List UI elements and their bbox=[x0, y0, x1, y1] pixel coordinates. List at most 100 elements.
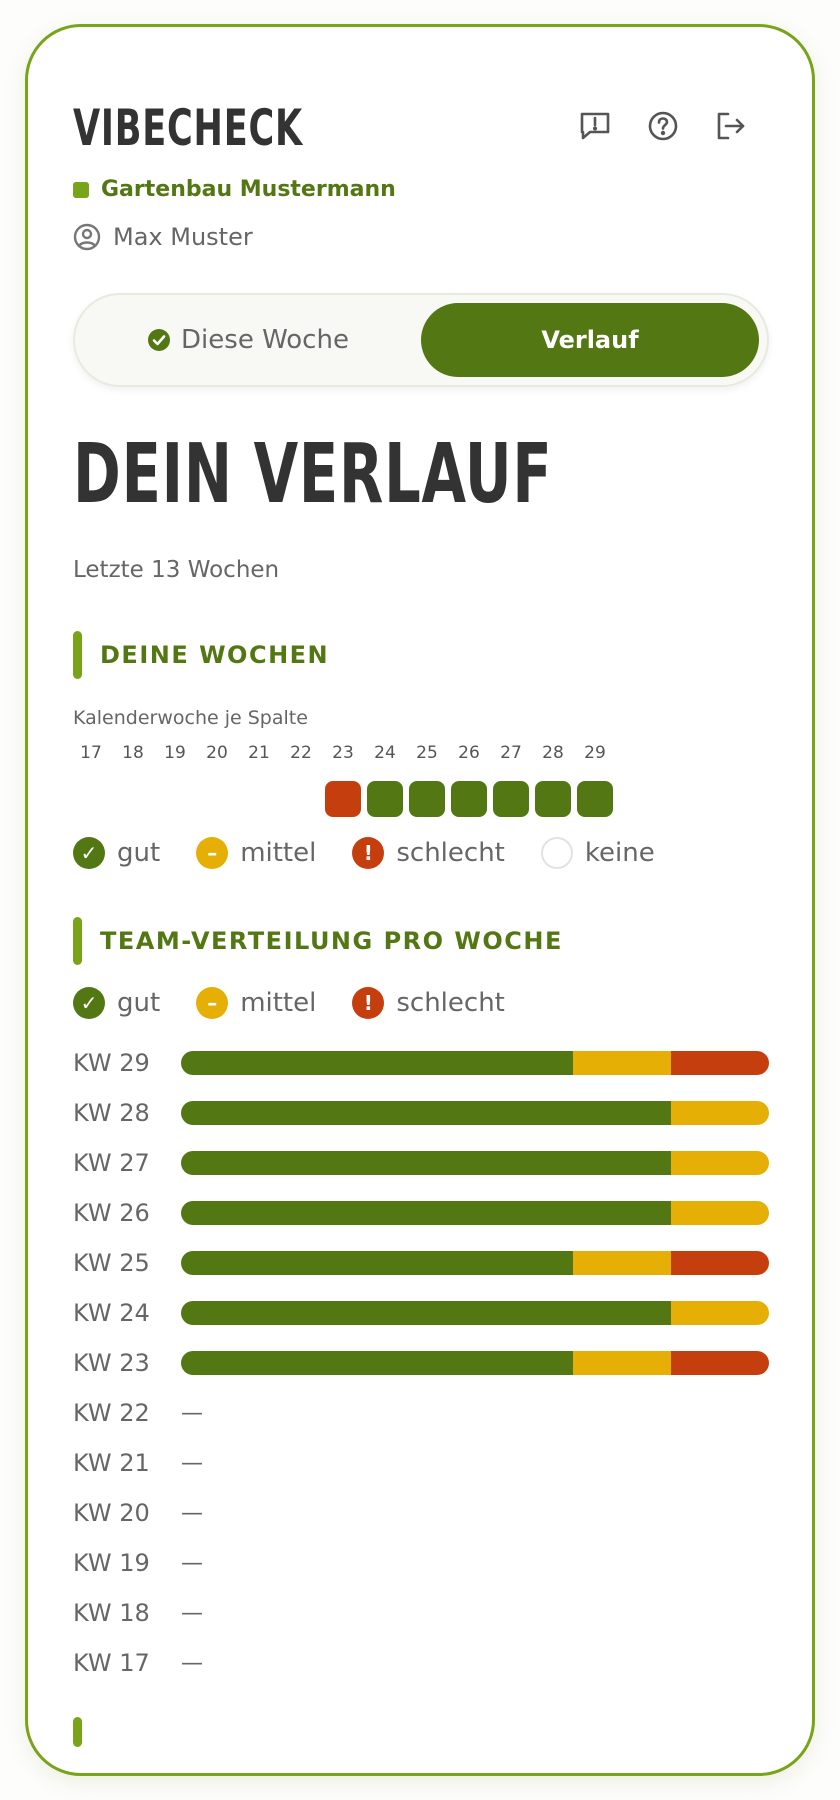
weeks-caption: Kalenderwoche je Spalte bbox=[73, 707, 308, 729]
legend-label: keine bbox=[584, 838, 655, 868]
distribution-bar bbox=[181, 1351, 769, 1375]
distribution-row: KW 22 — bbox=[73, 1393, 203, 1433]
distribution-row: KW 20 — bbox=[73, 1493, 203, 1533]
week-number: 25 bbox=[416, 743, 438, 763]
section-accent-bar bbox=[73, 1717, 82, 1747]
distribution-bar bbox=[181, 1301, 769, 1325]
week-number: 28 bbox=[542, 743, 564, 763]
week-status-cell bbox=[451, 781, 487, 817]
distribution-bar bbox=[181, 1151, 769, 1175]
week-status-cell bbox=[283, 781, 319, 817]
segment-mittel bbox=[671, 1301, 769, 1325]
week-status-cell bbox=[199, 781, 235, 817]
week-label: KW 21 bbox=[73, 1449, 150, 1477]
user-avatar-icon bbox=[73, 223, 101, 251]
section-title: DEINE WOCHEN bbox=[100, 641, 330, 669]
legend-item-keine: keine bbox=[540, 837, 655, 869]
company-name: Gartenbau Mustermann bbox=[101, 177, 396, 202]
week-number: 29 bbox=[584, 743, 606, 763]
week-number: 19 bbox=[164, 743, 186, 763]
distribution-row: KW 25 bbox=[73, 1243, 769, 1283]
no-data-dash: — bbox=[181, 1550, 203, 1576]
segment-mittel bbox=[573, 1251, 671, 1275]
distribution-row: KW 29 bbox=[73, 1043, 769, 1083]
week-status-cell bbox=[577, 781, 613, 817]
legend-label: schlecht bbox=[396, 988, 505, 1018]
distribution-bar bbox=[181, 1101, 769, 1125]
legend-item-schlecht: ! schlecht bbox=[352, 987, 505, 1019]
week-label: KW 25 bbox=[73, 1249, 150, 1277]
segment-schlecht bbox=[671, 1351, 769, 1375]
mittel-status-icon: – bbox=[196, 987, 229, 1019]
distribution-bar bbox=[181, 1051, 769, 1075]
user-row: Max Muster bbox=[73, 223, 253, 251]
tab-this-week[interactable]: Diese Woche bbox=[75, 295, 421, 385]
team-legend: ✓ gut – mittel ! schlecht bbox=[73, 987, 505, 1019]
page-subtitle: Letzte 13 Wochen bbox=[73, 557, 280, 583]
keine-status-icon bbox=[540, 837, 573, 869]
schlecht-status-icon: ! bbox=[352, 837, 385, 869]
week-number-row: 17 18 19 20 21 22 23 24 25 26 27 28 29 bbox=[73, 743, 613, 763]
segment-gut bbox=[181, 1051, 573, 1075]
page-title: DEIN VERLAUF bbox=[73, 427, 553, 522]
segment-gut bbox=[181, 1351, 573, 1375]
legend-item-gut: ✓ gut bbox=[73, 837, 160, 869]
week-number: 23 bbox=[332, 743, 354, 763]
section-accent-bar bbox=[73, 631, 82, 679]
week-status-cell bbox=[367, 781, 403, 817]
segment-gut bbox=[181, 1151, 671, 1175]
week-number: 26 bbox=[458, 743, 480, 763]
week-status-cell bbox=[409, 781, 445, 817]
week-status-cell bbox=[325, 781, 361, 817]
legend-item-mittel: – mittel bbox=[196, 837, 316, 869]
legend-item-gut: ✓ gut bbox=[73, 987, 160, 1019]
distribution-row: KW 18 — bbox=[73, 1593, 203, 1633]
week-label: KW 22 bbox=[73, 1399, 150, 1427]
segment-gut bbox=[181, 1101, 671, 1125]
company-square-icon bbox=[73, 181, 89, 198]
segment-gut bbox=[181, 1201, 671, 1225]
legend-item-mittel: – mittel bbox=[196, 987, 316, 1019]
segment-mittel bbox=[573, 1051, 671, 1075]
week-status-cell bbox=[73, 781, 109, 817]
section-my-weeks-heading: DEINE WOCHEN bbox=[73, 631, 329, 679]
week-number: 22 bbox=[290, 743, 312, 763]
week-status-cell bbox=[493, 781, 529, 817]
help-icon[interactable] bbox=[644, 107, 682, 145]
distribution-row: KW 27 bbox=[73, 1143, 769, 1183]
distribution-row: KW 17 — bbox=[73, 1643, 203, 1683]
distribution-row: KW 28 bbox=[73, 1093, 769, 1133]
week-label: KW 18 bbox=[73, 1599, 150, 1627]
no-data-dash: — bbox=[181, 1400, 203, 1426]
week-number: 24 bbox=[374, 743, 396, 763]
section-accent-bar bbox=[73, 917, 82, 965]
no-data-dash: — bbox=[181, 1500, 203, 1526]
week-number: 18 bbox=[122, 743, 144, 763]
section-team-heading: TEAM-VERTEILUNG PRO WOCHE bbox=[73, 917, 563, 965]
tab-history[interactable]: Verlauf bbox=[421, 303, 759, 377]
week-label: KW 28 bbox=[73, 1099, 150, 1127]
week-label: KW 20 bbox=[73, 1499, 150, 1527]
segment-mittel bbox=[671, 1201, 769, 1225]
distribution-row: KW 26 bbox=[73, 1193, 769, 1233]
no-data-dash: — bbox=[181, 1600, 203, 1626]
check-circle-icon bbox=[148, 329, 171, 351]
gut-status-icon: ✓ bbox=[73, 837, 105, 869]
week-status-row bbox=[73, 781, 613, 817]
legend-label: mittel bbox=[240, 988, 317, 1018]
distribution-row: KW 23 bbox=[73, 1343, 769, 1383]
view-switch: Diese Woche Verlauf bbox=[73, 293, 769, 387]
week-number: 27 bbox=[500, 743, 522, 763]
segment-schlecht bbox=[671, 1251, 769, 1275]
app-card: VIBECHECK Gartenbau Musterm bbox=[25, 24, 815, 1776]
no-data-dash: — bbox=[181, 1650, 203, 1676]
segment-mittel bbox=[671, 1151, 769, 1175]
segment-gut bbox=[181, 1251, 573, 1275]
week-status-cell bbox=[241, 781, 277, 817]
gut-status-icon: ✓ bbox=[73, 987, 105, 1019]
distribution-row: KW 21 — bbox=[73, 1443, 203, 1483]
segment-gut bbox=[181, 1301, 671, 1325]
feedback-icon[interactable] bbox=[576, 107, 614, 145]
logout-icon[interactable] bbox=[712, 107, 750, 145]
section-title: TEAM-VERTEILUNG PRO WOCHE bbox=[100, 927, 563, 955]
